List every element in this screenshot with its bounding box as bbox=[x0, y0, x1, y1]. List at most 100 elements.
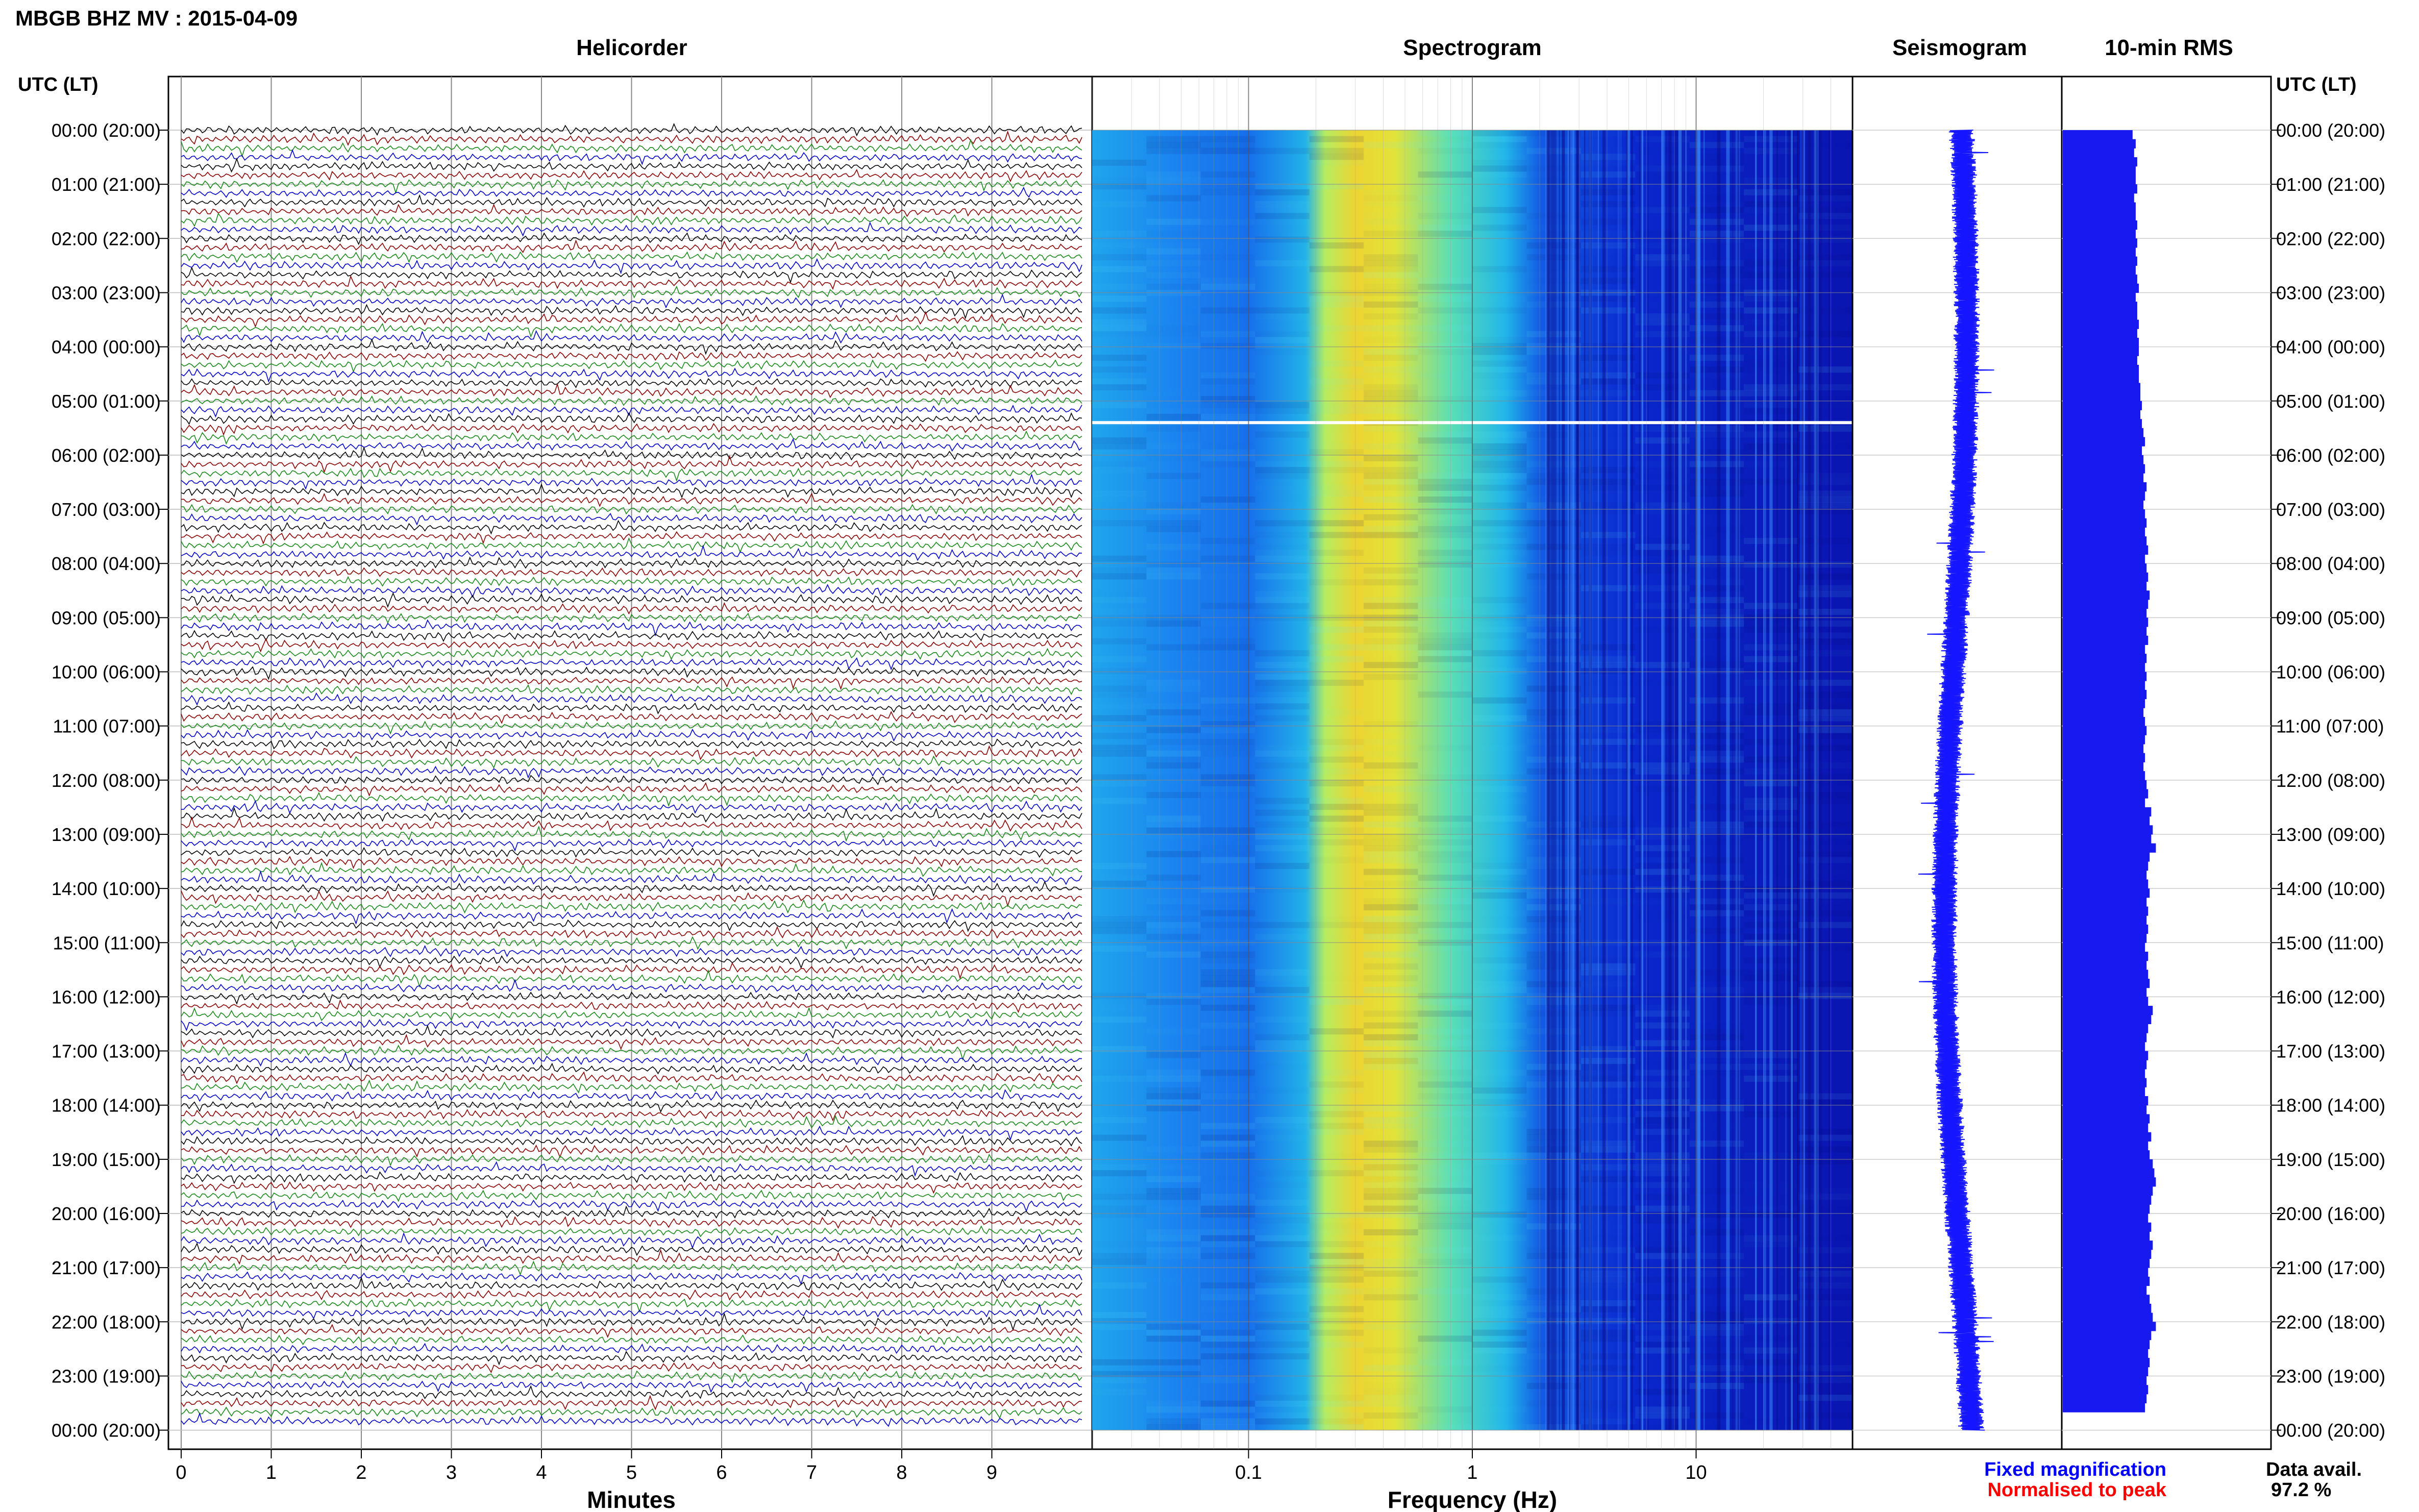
spectrogram-cell bbox=[1255, 1034, 1310, 1040]
data-availability-value: 97.2 % bbox=[2271, 1479, 2331, 1501]
spectrogram-cell bbox=[1581, 1075, 1636, 1082]
spectrogram-cell bbox=[1146, 1329, 1201, 1336]
spectrogram-cell bbox=[1418, 550, 1472, 556]
helicorder-trace-line bbox=[181, 446, 1082, 461]
spectrogram-cell bbox=[1200, 780, 1255, 786]
spectrogram-cell bbox=[1798, 1282, 1853, 1288]
spectrogram-cell bbox=[1418, 148, 1472, 154]
spectrogram-cell bbox=[1798, 207, 1853, 213]
time-tick-label: 04:00 (00:00) bbox=[52, 337, 161, 358]
rms-bar bbox=[2063, 319, 2139, 329]
spectrogram-cell bbox=[1689, 608, 1744, 615]
spectrogram-cell bbox=[1364, 284, 1418, 290]
spectrogram-cell bbox=[1472, 538, 1527, 544]
spectrogram-cell bbox=[1200, 413, 1255, 420]
spectrogram-cell bbox=[1635, 869, 1690, 875]
spectrogram-cell bbox=[1472, 342, 1527, 349]
spectrogram-cell bbox=[1472, 1111, 1527, 1118]
spectrogram-cell bbox=[1364, 366, 1418, 373]
spectrogram-cell bbox=[1200, 1123, 1255, 1129]
rms-bar bbox=[2063, 166, 2136, 176]
rms-bar bbox=[2063, 816, 2150, 826]
rms-bar bbox=[2063, 130, 2133, 140]
spectrogram-cell bbox=[1689, 875, 1744, 881]
helicorder-trace-line bbox=[181, 728, 1082, 742]
helicorder-trace-line bbox=[181, 825, 1082, 842]
spectrogram-cell bbox=[1092, 1134, 1147, 1141]
spectrogram-cell bbox=[1472, 1218, 1526, 1224]
spectrogram-cell bbox=[1418, 1288, 1472, 1295]
spectrogram-cell bbox=[1092, 1324, 1147, 1330]
spectrogram-cell bbox=[1689, 1329, 1744, 1336]
spectrogram-cell bbox=[1689, 821, 1744, 828]
spectrogram-cell bbox=[1309, 325, 1364, 332]
spectrogram-cell bbox=[1200, 342, 1255, 349]
spectrogram-cell bbox=[1798, 1300, 1853, 1306]
spectrogram-cell bbox=[1472, 697, 1527, 704]
spectrogram-cell bbox=[1309, 1211, 1364, 1218]
spectrogram-cell bbox=[1418, 349, 1472, 355]
spectrogram-cell bbox=[1526, 1223, 1581, 1230]
spectrogram-cell bbox=[1146, 473, 1201, 479]
time-tick-label: 12:00 (08:00) bbox=[2276, 770, 2385, 791]
rms-bar bbox=[2063, 302, 2137, 311]
time-tick-label: 15:00 (11:00) bbox=[53, 932, 161, 953]
spectrogram-cell bbox=[1689, 461, 1744, 467]
spectrogram-cell bbox=[1418, 1129, 1472, 1135]
spectrogram-cell bbox=[1364, 1205, 1418, 1212]
spectrogram-cell bbox=[1798, 1247, 1853, 1253]
spectrogram-cell bbox=[1418, 490, 1472, 497]
rms-bar bbox=[2063, 572, 2149, 582]
spectrogram-cell bbox=[1635, 762, 1690, 769]
spectrogram-cell bbox=[1581, 532, 1636, 538]
spectrogram-cell bbox=[1309, 266, 1364, 272]
helicorder-trace-line bbox=[181, 701, 1082, 715]
spectrogram-cell bbox=[1255, 189, 1310, 195]
spectrogram-cell bbox=[1472, 632, 1526, 638]
rms-bar bbox=[2063, 960, 2147, 970]
helicorder-x-tick-label: 2 bbox=[356, 1462, 366, 1483]
spectrogram-cell bbox=[1798, 608, 1853, 615]
spectrogram-cell bbox=[1472, 355, 1526, 361]
spectrogram-cell bbox=[1146, 993, 1201, 999]
spectrogram-cell bbox=[1146, 271, 1201, 278]
spectrogram-cell bbox=[1200, 1241, 1255, 1248]
spectrogram-cell bbox=[1092, 609, 1146, 615]
spectrogram-cell bbox=[1309, 999, 1364, 1005]
spectrogram-cell bbox=[1472, 449, 1527, 456]
time-tick-label: 09:00 (05:00) bbox=[52, 607, 161, 628]
spectrogram-cell bbox=[1635, 384, 1690, 391]
spectrogram-cell bbox=[1689, 975, 1744, 982]
spectrogram-cell bbox=[1146, 1324, 1201, 1330]
spectrogram-cell bbox=[1364, 857, 1418, 863]
spectrogram-cell bbox=[1364, 1158, 1418, 1164]
spectrogram-cell bbox=[1581, 183, 1636, 190]
spectrogram-cell bbox=[1309, 626, 1364, 633]
spectrogram-cell bbox=[1472, 769, 1526, 775]
spectrogram-cell bbox=[1364, 727, 1418, 733]
spectrogram-cell bbox=[1472, 165, 1527, 172]
spectrogram-cell bbox=[1364, 597, 1418, 603]
helicorder-trace-line bbox=[181, 330, 1082, 344]
spectrogram-cell bbox=[1798, 490, 1853, 497]
spectrogram-cell bbox=[1526, 1253, 1581, 1259]
spectrogram-cell bbox=[1309, 756, 1364, 763]
rms-bar bbox=[2063, 645, 2145, 654]
spectrogram-cell bbox=[1635, 1217, 1690, 1224]
spectrogram-cell bbox=[1418, 1152, 1472, 1159]
time-tick-label: 23:00 (19:00) bbox=[2276, 1366, 2385, 1386]
spectrogram-cell bbox=[1526, 957, 1581, 964]
spectrogram-cell bbox=[1200, 496, 1255, 503]
helicorder-trace-line bbox=[181, 405, 1082, 418]
rms-bar bbox=[2063, 437, 2145, 447]
rms-bar bbox=[2063, 789, 2149, 799]
spectrogram-cell bbox=[1364, 916, 1418, 923]
spectrogram-cell bbox=[1146, 621, 1201, 627]
spectrogram-cell bbox=[1798, 621, 1853, 627]
spectrogram-cell bbox=[1798, 331, 1853, 337]
spectrogram-cell bbox=[1526, 1194, 1581, 1200]
spectrogram-cell bbox=[1472, 360, 1527, 367]
rms-bar bbox=[2063, 1330, 2152, 1341]
spectrogram-cell bbox=[1798, 1382, 1853, 1390]
spectrogram-cell bbox=[1798, 260, 1853, 266]
